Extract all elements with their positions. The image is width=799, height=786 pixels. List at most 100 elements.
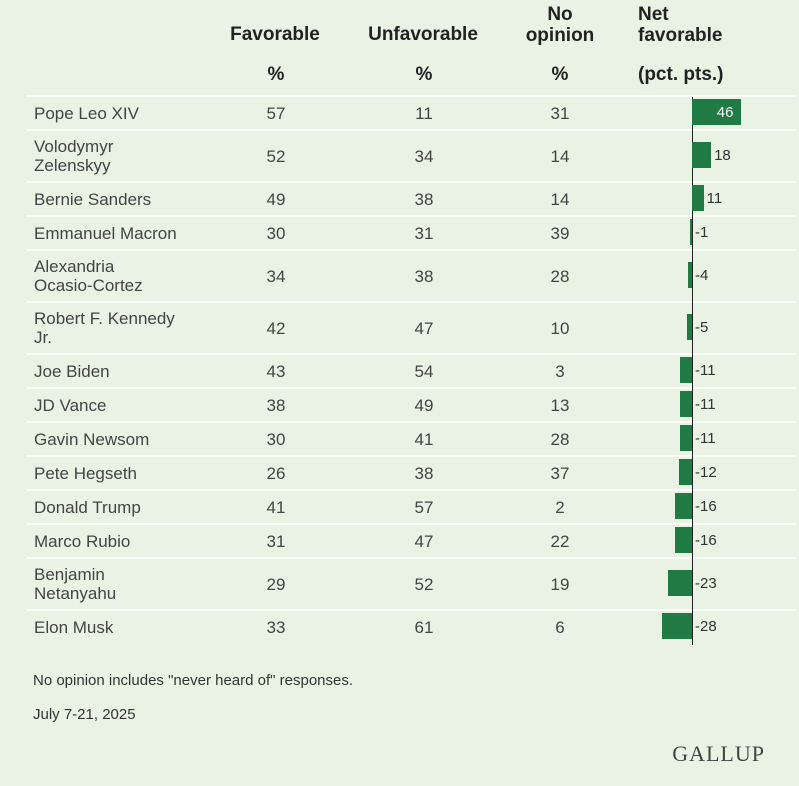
net-favorable-bar [687,262,692,288]
cell-no-opinion: 14 [550,147,570,166]
row-name: Donald Trump [34,498,141,517]
cell-no-opinion: 3 [555,362,565,381]
table-row: Benjamin Netanyahu 29 52 19 [26,557,796,609]
cell-no-opinion: 2 [555,498,565,517]
table-row: Emmanuel Macron 30 31 39 [26,215,796,249]
row-name-line: Zelenskyy [34,156,111,175]
cell-unfavorable: 57 [414,498,434,517]
net-favorable-bar [692,185,704,211]
cell-favorable: 52 [266,147,286,166]
row-name: Alexandria Ocasio-Cortez [34,257,143,295]
row-name-line: Robert F. Kennedy [34,309,175,328]
row-name-line: Marco Rubio [34,532,131,551]
row-name-line: Gavin Newsom [34,430,150,449]
net-favorable-label: 18 [714,147,731,164]
cell-favorable: 26 [266,464,286,483]
row-name: Elon Musk [34,618,113,637]
row-name-line: Alexandria [34,257,115,276]
net-favorable-label: 11 [706,190,723,207]
cell-unfavorable: 52 [414,575,434,594]
cell-unfavorable: 54 [414,362,434,381]
table-row: JD Vance 38 49 13 [26,387,796,421]
cell-unfavorable: 47 [414,532,434,551]
header-net-line2: favorable [638,25,723,46]
cell-no-opinion: 31 [550,104,570,123]
row-name-line: Donald Trump [34,498,141,517]
row-name-line: Emmanuel Macron [34,224,177,243]
row-name-line: Ocasio-Cortez [34,276,143,295]
cell-favorable: 41 [266,498,286,517]
net-favorable-bar [662,613,692,639]
cell-favorable: 30 [266,224,286,243]
cell-unfavorable: 38 [414,464,434,483]
footnote: No opinion includes "never heard of" res… [33,672,354,689]
net-favorable-label: -4 [695,267,709,284]
table-row: Donald Trump 41 57 2 [26,489,796,523]
table-row: Pope Leo XIV 57 11 31 [26,95,796,129]
row-name: Benjamin Netanyahu [34,565,116,603]
header-unfavorable: Unfavorable [368,24,478,45]
cell-no-opinion: 19 [550,575,570,594]
row-name-line: Pope Leo XIV [34,104,139,123]
table-row: Volodymyr Zelenskyy 52 34 14 [26,129,796,181]
header-unfavorable-unit: % [415,64,433,85]
net-favorable-bar [692,142,712,168]
row-name-line: Volodymyr [34,137,114,156]
net-favorable-bar [690,219,692,245]
row-name: Joe Biden [34,362,110,381]
row-name: Pope Leo XIV [34,104,139,123]
net-favorable-label: -12 [695,464,717,481]
cell-no-opinion: 39 [550,224,570,243]
table-row: Elon Musk 33 61 6 [26,609,796,643]
net-favorable-bar [692,99,741,125]
net-favorable-label: -23 [695,575,717,592]
cell-unfavorable: 49 [414,396,434,415]
row-name: Robert F. Kennedy Jr. [34,309,175,347]
cell-favorable: 34 [266,267,286,286]
cell-favorable: 29 [266,575,286,594]
row-name: JD Vance [34,396,106,415]
row-name-line: Joe Biden [34,362,110,381]
net-favorable-bar [686,314,692,340]
net-zero-axis [692,97,693,645]
gallup-logo: GALLUP [672,741,765,766]
header-favorable: Favorable [230,24,320,45]
row-name-line: Benjamin [34,565,105,584]
cell-favorable: 49 [266,190,286,209]
row-name: Gavin Newsom [34,430,149,449]
table-row: Alexandria Ocasio-Cortez 34 38 28 [26,249,796,301]
net-favorable-bar [680,425,692,451]
net-favorable-label: -11 [695,396,716,413]
net-favorable-label: -1 [695,224,709,241]
survey-date: July 7-21, 2025 [33,706,136,723]
cell-unfavorable: 61 [414,618,434,637]
row-name: Marco Rubio [34,532,130,551]
cell-no-opinion: 10 [550,319,570,338]
cell-favorable: 38 [266,396,286,415]
row-name-line: Bernie Sanders [34,190,152,209]
table-row: Pete Hegseth 26 38 37 [26,455,796,489]
net-favorable-bar [675,493,692,519]
cell-favorable: 43 [266,362,286,381]
cell-no-opinion: 28 [550,430,570,449]
row-name-line: Elon Musk [34,618,114,637]
net-favorable-label: -11 [695,362,716,379]
row-name: Bernie Sanders [34,190,151,209]
header-favorable-unit: % [267,64,285,85]
net-favorable-label: -28 [695,618,717,635]
net-favorable-bar [679,459,692,485]
table-row: Bernie Sanders 49 38 14 [26,181,796,215]
row-name: Emmanuel Macron [34,224,177,243]
cell-unfavorable: 38 [414,190,434,209]
net-favorable-label: 46 [716,104,734,121]
header-no-opinion-line1: No [547,4,573,25]
header-no-opinion-unit: % [551,64,569,85]
cell-no-opinion: 13 [550,396,570,415]
cell-favorable: 33 [266,618,286,637]
row-name-line: Jr. [34,328,52,347]
row-name-line: Pete Hegseth [34,464,138,483]
cell-unfavorable: 31 [414,224,434,243]
net-favorable-label: -11 [695,430,716,447]
cell-no-opinion: 37 [550,464,570,483]
row-name-line: JD Vance [34,396,107,415]
